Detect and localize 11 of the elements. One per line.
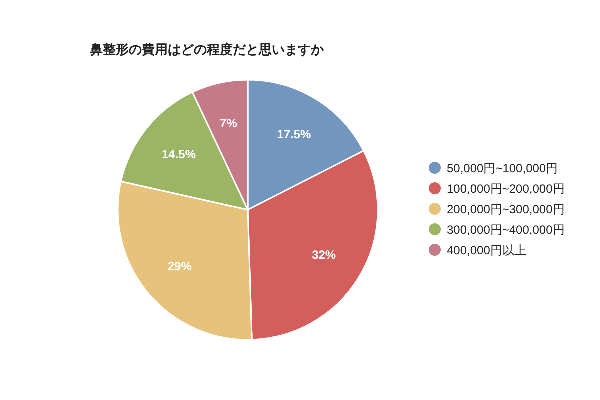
legend-label: 200,000円~300,000円 [447, 202, 565, 216]
data-label: 14.5% [162, 148, 196, 162]
legend-label: 300,000円~400,000円 [447, 223, 565, 237]
legend-label: 50,000円~100,000円 [447, 162, 558, 176]
legend-label: 100,000円~200,000円 [447, 182, 565, 196]
data-label: 32% [312, 248, 336, 262]
data-label: 29% [168, 259, 192, 274]
chart-title: 鼻整形の費用はどの程度だと思いますか [89, 42, 325, 57]
legend-label: 400,000円以上 [447, 244, 526, 258]
data-label: 7% [220, 116, 238, 131]
data-label: 17.5% [277, 128, 312, 142]
